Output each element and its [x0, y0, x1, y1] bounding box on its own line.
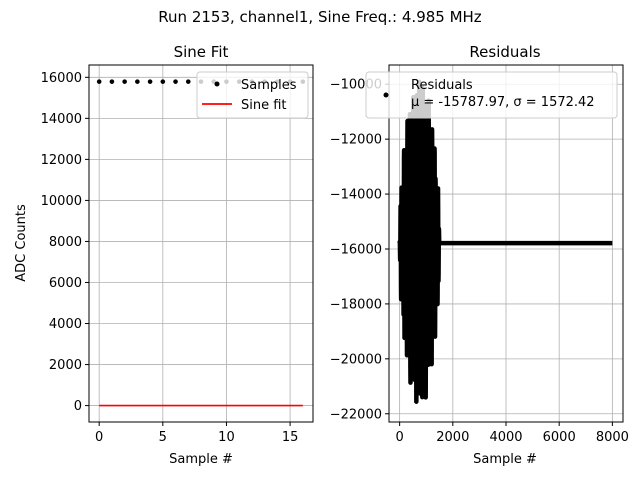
- y-tick-label: −12000: [330, 133, 382, 148]
- legend-sine-fit-label: Sine fit: [241, 98, 287, 113]
- data-point: [147, 79, 153, 84]
- sine-fit-xlabel: Sample #: [169, 452, 233, 467]
- figure-suptitle: Run 2153, channel1, Sine Freq.: 4.985 MH…: [158, 8, 482, 26]
- data-point: [122, 79, 127, 84]
- legend-residuals-marker: [383, 92, 389, 98]
- residuals-data: [397, 79, 615, 404]
- x-tick-label: 6000: [543, 430, 576, 445]
- residuals-xlabel: Sample #: [473, 452, 537, 467]
- sine-fit-frame: [88, 64, 314, 423]
- residuals-legend-box: [365, 71, 618, 119]
- data-point: [173, 79, 178, 84]
- legend-samples-marker: [214, 81, 220, 87]
- x-tick-label: 15: [282, 430, 299, 445]
- sine-fit-legend-box: [196, 71, 309, 119]
- sine-fit-legend: Samples Sine fit: [196, 71, 309, 119]
- y-tick-label: 4000: [49, 317, 82, 332]
- sine-fit-title: Sine Fit: [174, 43, 229, 61]
- data-point: [109, 79, 115, 84]
- x-tick-label: 8000: [596, 430, 629, 445]
- y-tick-label: 0: [74, 399, 82, 414]
- x-tick-label: 4000: [489, 430, 522, 445]
- y-tick-label: 16000: [41, 71, 82, 86]
- sine-fit-axes: Sine Fit 0 5 10 15 0 2000 4000 6000 8000 10000 120…: [14, 43, 314, 467]
- residuals-ticks: 0 2000 4000 6000 8000 −22000 −20000 −18000 −1600…: [330, 78, 629, 445]
- y-tick-label: 10000: [41, 194, 82, 209]
- data-point: [96, 79, 102, 84]
- x-tick-label: 10: [218, 430, 235, 445]
- residuals-legend: Residuals μ = -15787.97, σ = 1572.42: [365, 71, 618, 119]
- residuals-axes: Residuals 0 2000 4000 6000 8000 −22000 −20000 −…: [330, 43, 629, 467]
- y-tick-label: 2000: [49, 358, 82, 373]
- y-tick-label: −18000: [330, 297, 382, 312]
- residuals-title: Residuals: [469, 43, 540, 61]
- x-tick-label: 0: [395, 430, 403, 445]
- sine-fit-grid: [89, 65, 313, 422]
- legend-samples-label: Samples: [241, 78, 297, 93]
- sine-fit-ylabel: ADC Counts: [14, 204, 29, 282]
- y-tick-label: 12000: [41, 153, 82, 168]
- y-tick-label: 14000: [41, 112, 82, 127]
- x-tick-label: 0: [95, 430, 103, 445]
- y-tick-label: 8000: [49, 235, 82, 250]
- legend-residuals-label: Residuals: [411, 78, 473, 93]
- residuals-trace: [397, 79, 615, 404]
- data-point: [135, 79, 140, 84]
- x-tick-label: 5: [159, 430, 167, 445]
- sine-fit-ticks: 0 5 10 15 0 2000 4000 6000 8000 10000 12000 14000 16…: [41, 71, 299, 445]
- data-point: [160, 79, 166, 84]
- sine-fit-data: [96, 79, 306, 407]
- y-tick-label: −14000: [330, 188, 382, 203]
- y-tick-label: −22000: [330, 407, 382, 422]
- x-tick-label: 2000: [436, 430, 469, 445]
- y-tick-label: 6000: [49, 276, 82, 291]
- legend-residuals-stats: μ = -15787.97, σ = 1572.42: [411, 95, 595, 110]
- y-tick-label: −16000: [330, 242, 382, 257]
- y-tick-label: −20000: [330, 352, 382, 367]
- data-point: [185, 79, 191, 84]
